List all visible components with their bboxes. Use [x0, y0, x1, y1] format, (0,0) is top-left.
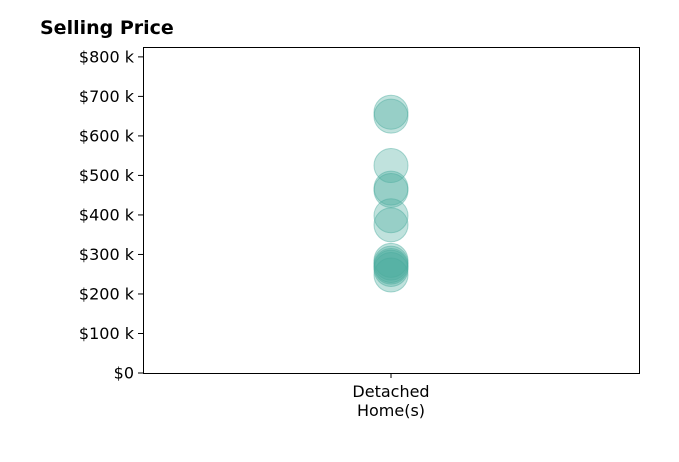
- data-point: [373, 198, 409, 234]
- x-axis: Detached Home(s): [352, 373, 430, 420]
- data-point: [373, 94, 409, 130]
- y-axis: $0 $100 k $200 k $300 k $400 k $500 k $600 k $7…: [79, 47, 143, 383]
- x-tick-label: Detached Home(s): [352, 382, 429, 420]
- data-point: [373, 98, 409, 134]
- data-point: [373, 148, 409, 184]
- y-tick-label: $400 k: [79, 205, 135, 224]
- points-layer: [373, 94, 409, 293]
- y-tick-label: $0: [114, 364, 134, 383]
- y-tick-label: $200 k: [79, 284, 135, 303]
- chart-title: Selling Price: [40, 17, 174, 39]
- y-tick-label: $300 k: [79, 245, 135, 264]
- y-tick-label: $600 k: [79, 126, 135, 145]
- y-tick-label: $100 k: [79, 324, 135, 343]
- data-point: [373, 170, 409, 206]
- y-tick-label: $700 k: [79, 87, 135, 106]
- data-point: [373, 242, 409, 278]
- data-point: [373, 172, 409, 208]
- data-point: [373, 251, 409, 287]
- data-point: [373, 207, 409, 243]
- y-tick-label: $500 k: [79, 166, 135, 185]
- data-point: [373, 257, 409, 293]
- y-tick-label: $800 k: [79, 47, 135, 66]
- data-point: [373, 249, 409, 285]
- data-point: [373, 248, 409, 284]
- data-point: [373, 245, 409, 281]
